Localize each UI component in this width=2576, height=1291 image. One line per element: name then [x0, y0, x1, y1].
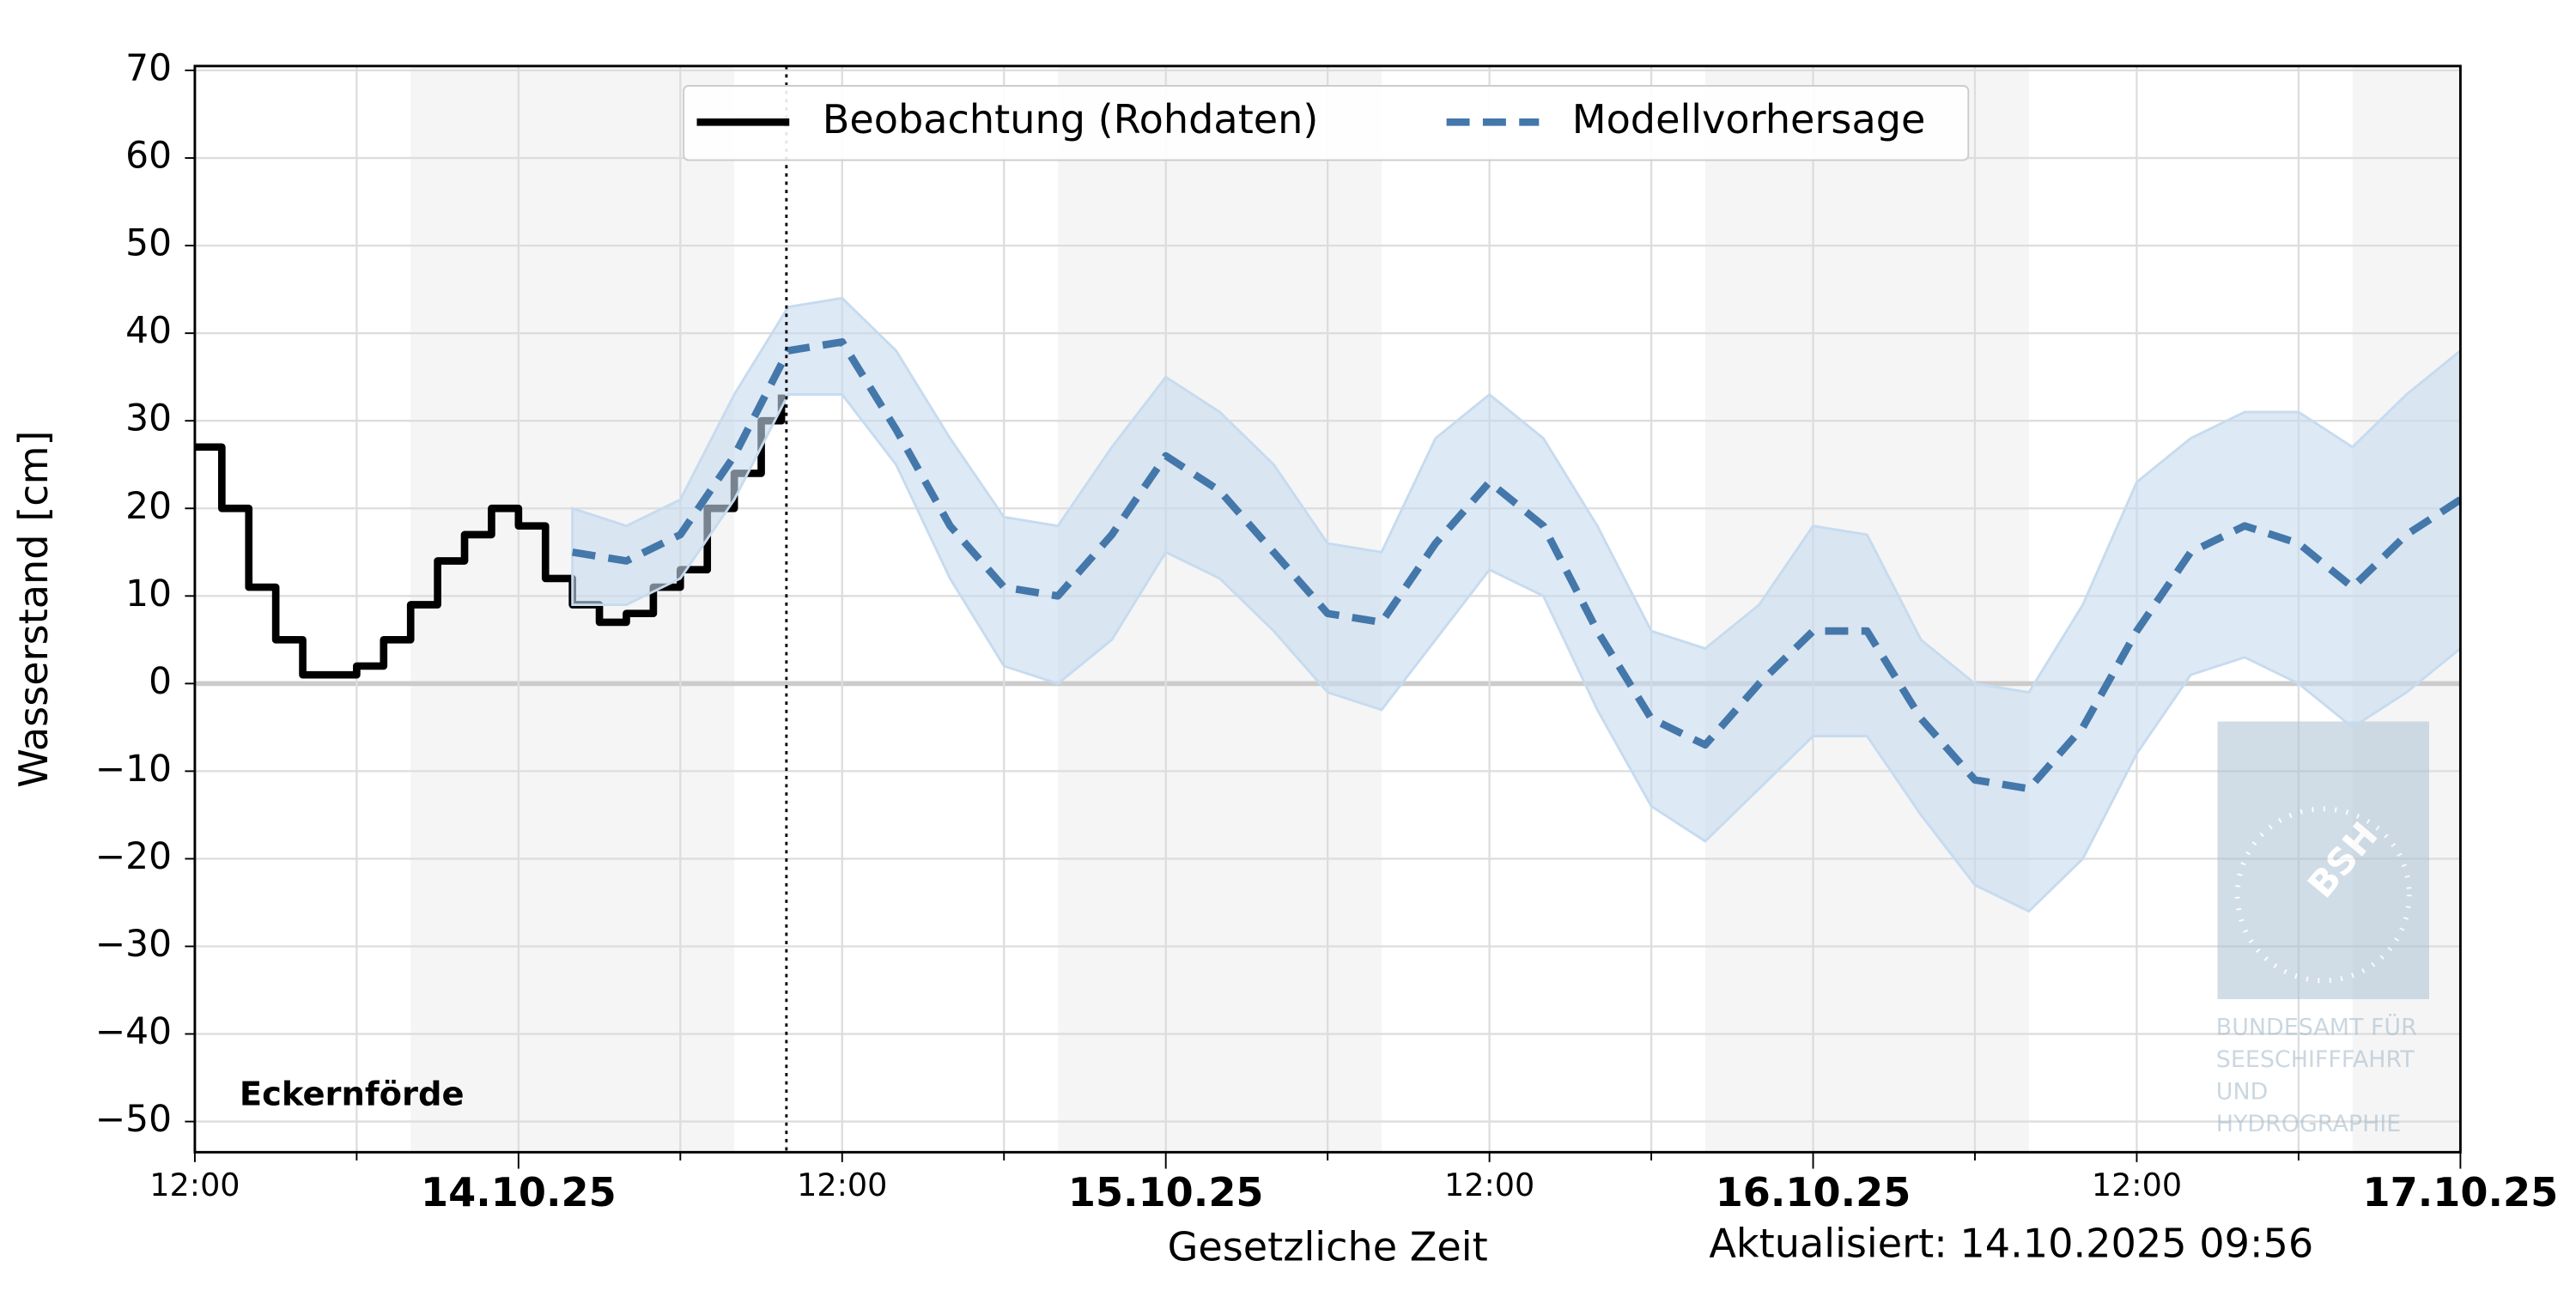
station-label: Eckernförde [240, 1075, 465, 1113]
x-tick-label: 12:00 [1444, 1167, 1534, 1203]
y-tick-label: 50 [125, 222, 172, 264]
y-tick-label: 60 [125, 135, 172, 177]
series-line [194, 394, 786, 679]
y-tick-label: 70 [125, 47, 172, 89]
series-line [571, 338, 2461, 793]
x-tick-label: 12:00 [2092, 1167, 2182, 1203]
y-tick-label: −30 [95, 923, 172, 965]
legend-label: Beobachtung (Rohdaten) [823, 96, 1319, 142]
y-axis-label: Wasserstand [cm] [10, 430, 57, 787]
x-axis-label: Gesetzliche Zeit [1168, 1223, 1488, 1270]
y-tick-label: −50 [95, 1098, 172, 1140]
updated-label: Aktualisiert: 14.10.2025 09:56 [1709, 1220, 2313, 1266]
watermark-text: UND [2216, 1079, 2269, 1106]
y-tick-label: 30 [125, 397, 172, 439]
y-tick-label: −20 [95, 835, 172, 877]
legend-label: Modellvorhersage [1572, 96, 1926, 142]
x-tick-label: 16.10.25 [1716, 1169, 1911, 1215]
x-tick-label: 17.10.25 [2363, 1169, 2559, 1215]
x-tick-label: 15.10.25 [1068, 1169, 1264, 1215]
y-tick-label: −10 [95, 748, 172, 790]
data-layer [194, 65, 2461, 1153]
x-tick-label: 12:00 [797, 1167, 887, 1203]
legend-box [683, 85, 1970, 161]
watermark-text: HYDROGRAPHIE [2216, 1111, 2402, 1137]
watermark-text: BUNDESAMT FÜR [2216, 1014, 2417, 1041]
legend: Beobachtung (Rohdaten) Modellvorhersage [683, 85, 1970, 161]
x-tick-label: 12:00 [149, 1167, 240, 1203]
y-tick-label: 10 [125, 573, 172, 615]
night-band [410, 65, 735, 1153]
y-tick-label: 40 [125, 310, 172, 352]
y-tick-label: 20 [125, 485, 172, 527]
logo-ring [2234, 806, 2412, 984]
watermark-text: SEESCHIFFFAHRT [2216, 1046, 2415, 1073]
y-tick-label: −40 [95, 1010, 172, 1052]
x-tick-label: 14.10.25 [421, 1169, 617, 1215]
y-tick-label: 0 [149, 660, 172, 702]
watermark: BSH BUNDESAMT FÜRSEESCHIFFFAHRTUNDHYDROG… [2216, 721, 2429, 1137]
forecast-band [571, 296, 2461, 913]
logo-box [2217, 721, 2429, 999]
